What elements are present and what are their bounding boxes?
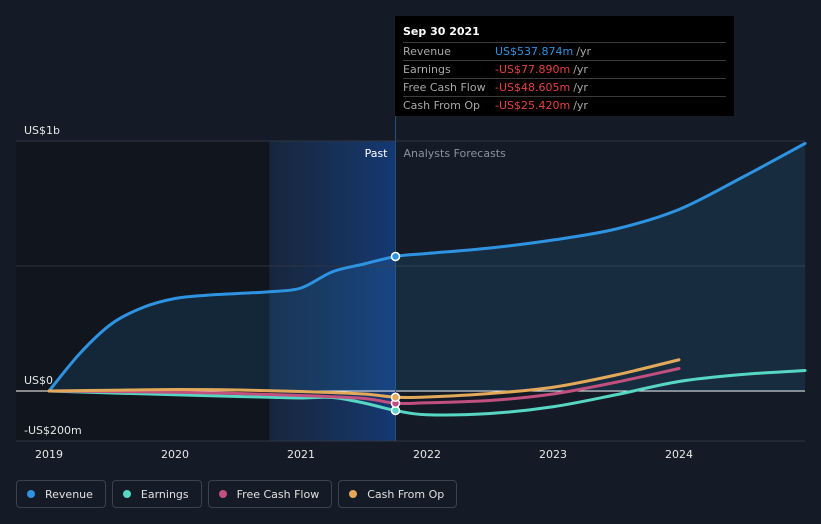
- tooltip-label: Cash From Op: [403, 99, 481, 112]
- free-cash-flow-line: [47, 367, 681, 406]
- x-tick-label: 2023: [539, 448, 567, 461]
- legend-item-free-cash-flow[interactable]: Free Cash Flow: [207, 480, 333, 508]
- legend-item-earnings[interactable]: Earnings: [111, 480, 202, 508]
- tooltip-label: Free Cash Flow: [403, 81, 486, 94]
- tooltip-row-earnings: Earnings -US$77.890m /yr: [403, 60, 726, 78]
- legend-item-revenue[interactable]: Revenue: [16, 480, 106, 508]
- x-tick-label: 2022: [413, 448, 441, 461]
- tooltip-value: US$537.874m: [495, 45, 574, 58]
- x-tick-label: 2019: [35, 448, 63, 461]
- x-tick-label: 2021: [287, 448, 315, 461]
- legend-label: Free Cash Flow: [236, 487, 320, 501]
- tooltip-row-revenue: Revenue US$537.874m /yr: [403, 42, 726, 60]
- cash-from-op-marker: [390, 392, 401, 402]
- legend-label: Cash From Op: [367, 487, 445, 501]
- tooltip-row-cash-from-op: Cash From Op -US$25.420m /yr: [403, 96, 726, 114]
- x-tick-label: 2024: [665, 448, 693, 461]
- tooltip-unit: /yr: [573, 99, 588, 112]
- earnings-dot-icon: [122, 490, 131, 498]
- tooltip: Sep 30 2021 Revenue US$537.874m /yr Earn…: [395, 16, 734, 116]
- tooltip-value: -US$77.890m: [495, 63, 571, 76]
- tooltip-unit: /yr: [576, 45, 591, 58]
- tooltip-value: -US$25.420m: [495, 99, 571, 112]
- tooltip-label: Earnings: [403, 63, 451, 76]
- y-tick-label: -US$200m: [24, 424, 82, 437]
- revenue-line: [47, 142, 807, 393]
- tooltip-row-free-cash-flow: Free Cash Flow -US$48.605m /yr: [403, 78, 726, 96]
- legend: Revenue Earnings Free Cash Flow Cash Fro…: [16, 480, 458, 508]
- tooltip-unit: /yr: [573, 63, 588, 76]
- revenue-area: [49, 143, 805, 391]
- legend-item-cash-from-op[interactable]: Cash From Op: [338, 480, 458, 508]
- cash-from-op-line: [47, 358, 681, 400]
- free-cash-flow-dot-icon: [218, 490, 227, 498]
- x-tick-label: 2020: [161, 448, 189, 461]
- y-tick-label: US$1b: [24, 124, 60, 137]
- earnings-line: [47, 369, 807, 417]
- forecast-label: Analysts Forecasts: [404, 147, 507, 160]
- tooltip-value: -US$48.605m: [495, 81, 571, 94]
- past-label: Past: [365, 147, 389, 160]
- tooltip-date: Sep 30 2021: [403, 25, 480, 38]
- cash-from-op-dot-icon: [349, 490, 358, 498]
- revenue-marker: [390, 251, 401, 262]
- tooltip-unit: /yr: [573, 81, 588, 94]
- y-tick-label: US$0: [24, 374, 53, 387]
- legend-label: Earnings: [140, 487, 189, 501]
- revenue-dot-icon: [27, 490, 35, 498]
- legend-label: Revenue: [45, 487, 93, 501]
- tooltip-label: Revenue: [403, 45, 451, 58]
